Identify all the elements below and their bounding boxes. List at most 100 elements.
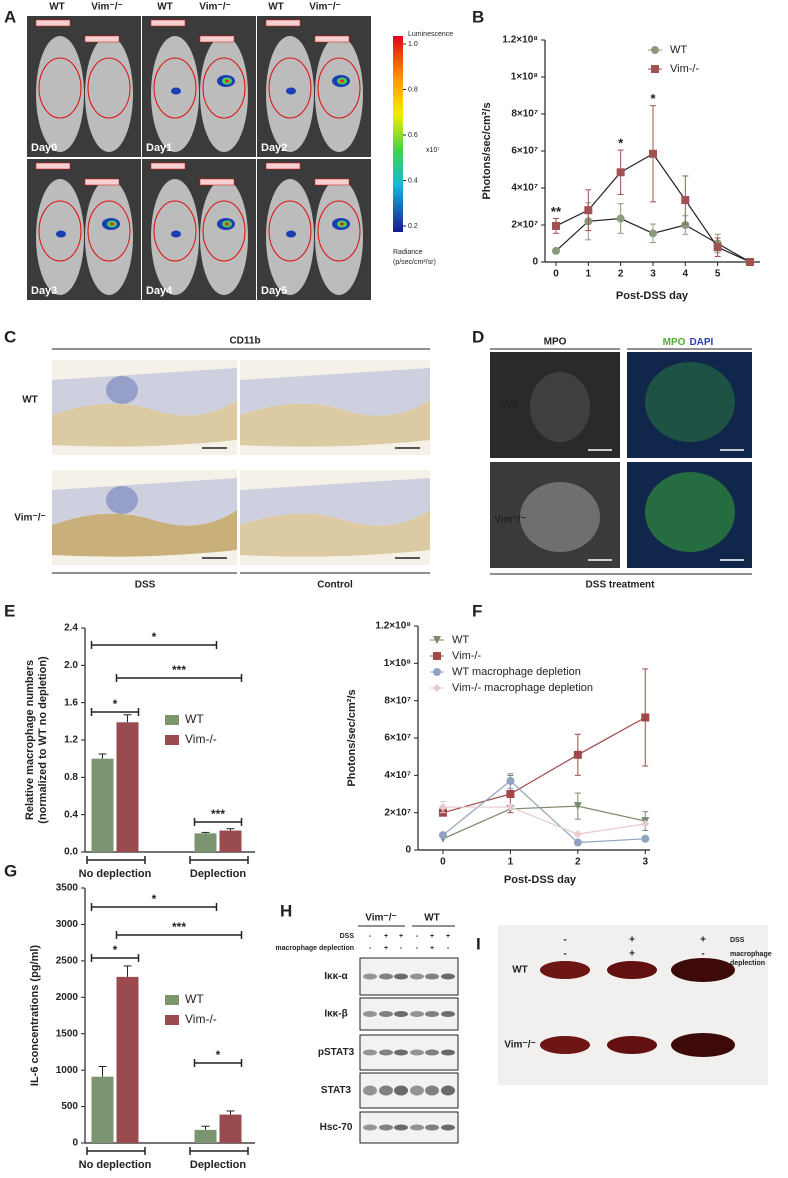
signal-blob [171,87,181,95]
significance: ** [551,204,562,219]
stain [645,362,735,442]
mouse [200,179,248,295]
marker [648,229,657,238]
roi [153,57,197,119]
condition-sign: + [629,949,635,960]
mouse [85,179,133,295]
blot-band [425,1011,439,1017]
blot-band [441,1011,455,1017]
signal-blob [171,230,181,238]
condition-label: DSS [730,937,745,944]
day-label: Day4 [146,285,173,297]
marker [616,168,625,177]
marker [551,221,560,230]
colorbar-tick-label: 0.2 [408,223,418,230]
colorbar-title: Luminescence [408,31,453,38]
panel-letter: A [4,7,16,26]
significance: * [113,697,118,711]
condition-sign: + [446,933,450,940]
photo [498,925,768,1085]
significance: *** [211,807,225,821]
blot-band [394,1124,408,1131]
blot-band [410,973,424,980]
condition-sign: - [416,933,419,940]
mouse [200,36,248,152]
group-label: WT [268,2,284,13]
row-label: WT [502,400,518,411]
legend-label: WT [185,712,204,726]
bar [219,1114,242,1143]
group-label: WT [157,2,173,13]
column-label: MPO [544,337,567,348]
x-tick-label: 4 [683,269,689,280]
blot-band [425,1049,439,1056]
marker [551,246,560,255]
signal-blob [340,222,344,226]
condition-sign: + [700,935,706,946]
blot-band [425,1124,439,1131]
condition-sign: - [400,945,403,952]
roi-tag [35,19,71,27]
blot-band [441,1085,455,1096]
roi-tag [199,178,235,186]
bar [194,833,217,852]
roi-tag [314,35,350,43]
legend-swatch [165,715,179,725]
column-label: DSS treatment [586,580,656,591]
legend-label: WT [185,992,204,1006]
series-line [442,716,646,814]
y-tick-label: 1.2×10⁸ [375,621,411,632]
column-label: DSS [135,580,156,591]
condition-sign: + [384,945,388,952]
day-label: Day2 [261,142,287,154]
marker [616,214,625,223]
condition-label: macrophage [730,951,772,958]
blot-band [441,1124,455,1131]
stain [645,472,735,552]
y-tick-label: 8×10⁷ [384,695,411,706]
roi-tag [314,178,350,186]
significance: *** [172,663,186,677]
marker [506,803,515,812]
column-label: MPO DAPI [663,337,714,348]
x-tick-label: No deplection [79,1159,152,1171]
condition-sign: - [563,935,566,946]
condition-sign: + [430,945,434,952]
y-tick-label: 1×10⁸ [511,72,539,83]
day-label: Day1 [146,142,172,154]
marker [641,834,650,843]
panel-letter: E [4,601,15,620]
roi [153,200,197,262]
legend-label: WT [670,44,687,56]
roi-tag [265,162,301,170]
x-tick-label: 1 [586,269,592,280]
roi-tag [35,162,71,170]
marker [506,776,515,785]
legend-swatch [165,995,179,1005]
y-tick-label: 1.2 [64,735,78,746]
marker [573,802,582,811]
marker [438,831,447,840]
row-label: WT [22,395,38,406]
y-tick-label: 0.8 [64,772,78,783]
mouse [36,36,84,152]
blot-band [425,1085,439,1096]
tissue [52,510,237,557]
x-tick-label: Deplection [190,868,247,880]
signal-blob [286,230,296,238]
mucosa [240,478,430,526]
y-tick-label: 2.4 [64,623,78,634]
blot-band [441,973,455,980]
y-tick-label: 8×10⁷ [511,109,538,120]
group-label: Vim⁻/⁻ [91,2,123,13]
day-label: Day3 [31,285,57,297]
y-tick-label: 500 [61,1101,78,1112]
y-axis-label: IL-6 concentrations (pg/ml) [29,945,41,1087]
condition-sign: + [629,935,635,946]
y-tick-label: 1×10⁸ [384,658,412,669]
signal-blob [225,79,229,83]
panel-letter: C [4,327,16,346]
stain [530,372,590,442]
y-axis-label: Relative macrophage numbers [24,660,36,820]
signal-blob [340,79,344,83]
